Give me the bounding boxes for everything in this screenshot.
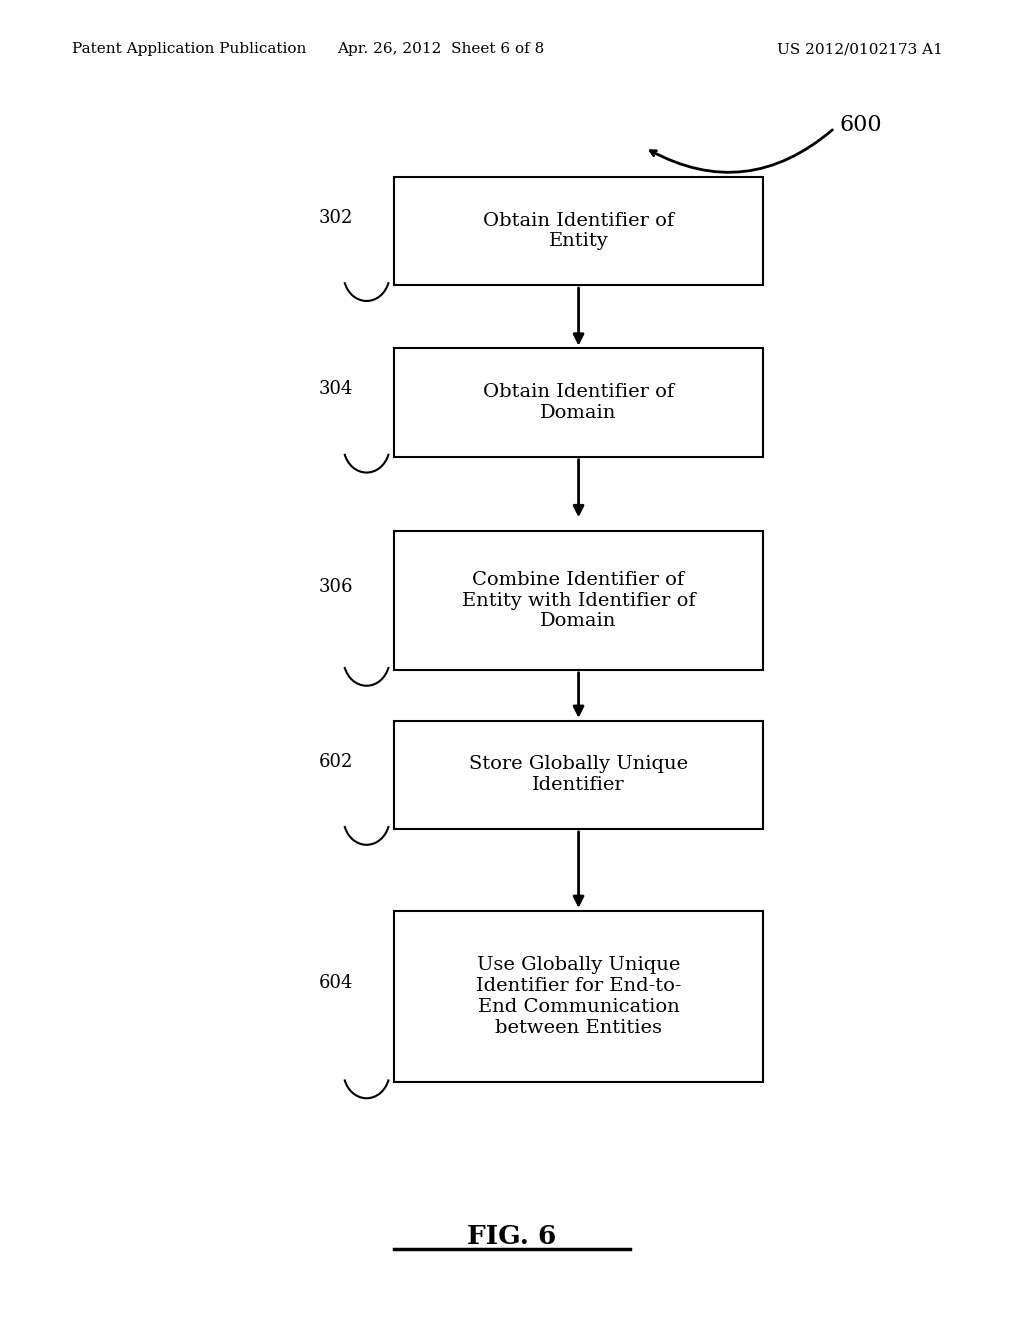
FancyBboxPatch shape — [394, 531, 763, 671]
FancyBboxPatch shape — [394, 177, 763, 285]
Text: Combine Identifier of
Entity with Identifier of
Domain: Combine Identifier of Entity with Identi… — [462, 570, 695, 631]
Text: Obtain Identifier of
Domain: Obtain Identifier of Domain — [483, 383, 674, 422]
Text: Store Globally Unique
Identifier: Store Globally Unique Identifier — [469, 755, 688, 795]
Text: 604: 604 — [318, 974, 353, 993]
Text: FIG. 6: FIG. 6 — [467, 1225, 557, 1249]
Text: US 2012/0102173 A1: US 2012/0102173 A1 — [777, 42, 943, 57]
Text: 306: 306 — [318, 578, 353, 597]
FancyBboxPatch shape — [394, 911, 763, 1082]
Text: Patent Application Publication: Patent Application Publication — [72, 42, 306, 57]
FancyBboxPatch shape — [394, 348, 763, 457]
FancyBboxPatch shape — [394, 721, 763, 829]
Text: 600: 600 — [840, 115, 883, 136]
Text: Use Globally Unique
Identifier for End-to-
End Communication
between Entities: Use Globally Unique Identifier for End-t… — [476, 957, 681, 1036]
Text: 302: 302 — [318, 209, 353, 227]
Text: Apr. 26, 2012  Sheet 6 of 8: Apr. 26, 2012 Sheet 6 of 8 — [337, 42, 544, 57]
Text: Obtain Identifier of
Entity: Obtain Identifier of Entity — [483, 211, 674, 251]
Text: 304: 304 — [318, 380, 353, 399]
Text: 602: 602 — [318, 752, 353, 771]
